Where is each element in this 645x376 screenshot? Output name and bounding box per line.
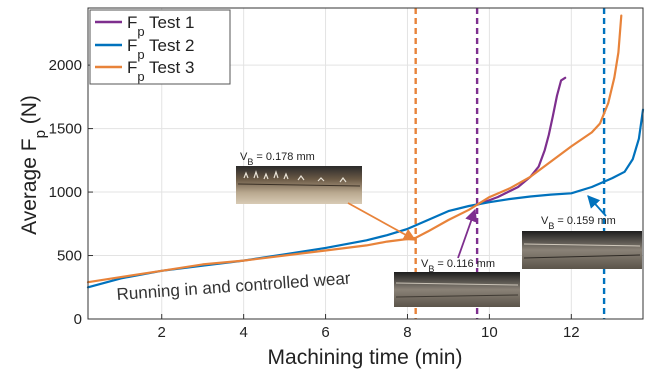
series-line-test-1 [476,76,567,206]
annotation-arrow-vb-0116 [457,208,478,259]
annotation-vb-0159: VB = 0.159 mm [522,195,642,269]
legend: Fp Test 1 Fp Test 2 Fp Test 3 [89,9,231,85]
annotation-arrow-vb-0178 [347,202,417,241]
x-tick-label: 6 [321,324,329,341]
wear-image-test-1 [394,272,520,307]
region-label-running-in: Running in and controlled wear [116,269,351,304]
plot-frame [87,7,644,320]
y-tick-label: 2000 [49,57,82,74]
axis-ticks: 2 4 6 8 10 12 0 500 1000 1500 2000 [49,57,580,341]
wear-threshold-lines [414,8,606,319]
y-tick-label: 0 [74,311,82,328]
y-tick-label: 500 [57,248,82,265]
annotation-vb-0116: VB = 0.116 mm [394,208,520,307]
x-tick-label: 10 [481,324,498,341]
x-tick-label: 12 [563,324,580,341]
x-tick-label: 2 [158,324,166,341]
data-series [86,14,645,289]
y-tick-label: 1000 [49,184,82,201]
series-line-test-3 [86,14,623,284]
x-tick-label: 8 [403,324,411,341]
y-tick-label: 1500 [49,121,82,138]
wear-image-test-2 [522,231,642,269]
annotation-arrow-vb-0159 [587,195,607,217]
x-axis-title: Machining time (min) [268,346,463,369]
annotation-label-vb-0116: VB = 0.116 mm [421,258,495,274]
annotation-vb-0178: VB = 0.178 mm [236,151,417,241]
x-tick-label: 4 [239,324,247,341]
wear-image-test-3 [236,166,362,204]
annotation-label-vb-0178: VB = 0.178 mm [240,151,315,167]
y-axis-title: Average Fp (N) [18,95,49,235]
